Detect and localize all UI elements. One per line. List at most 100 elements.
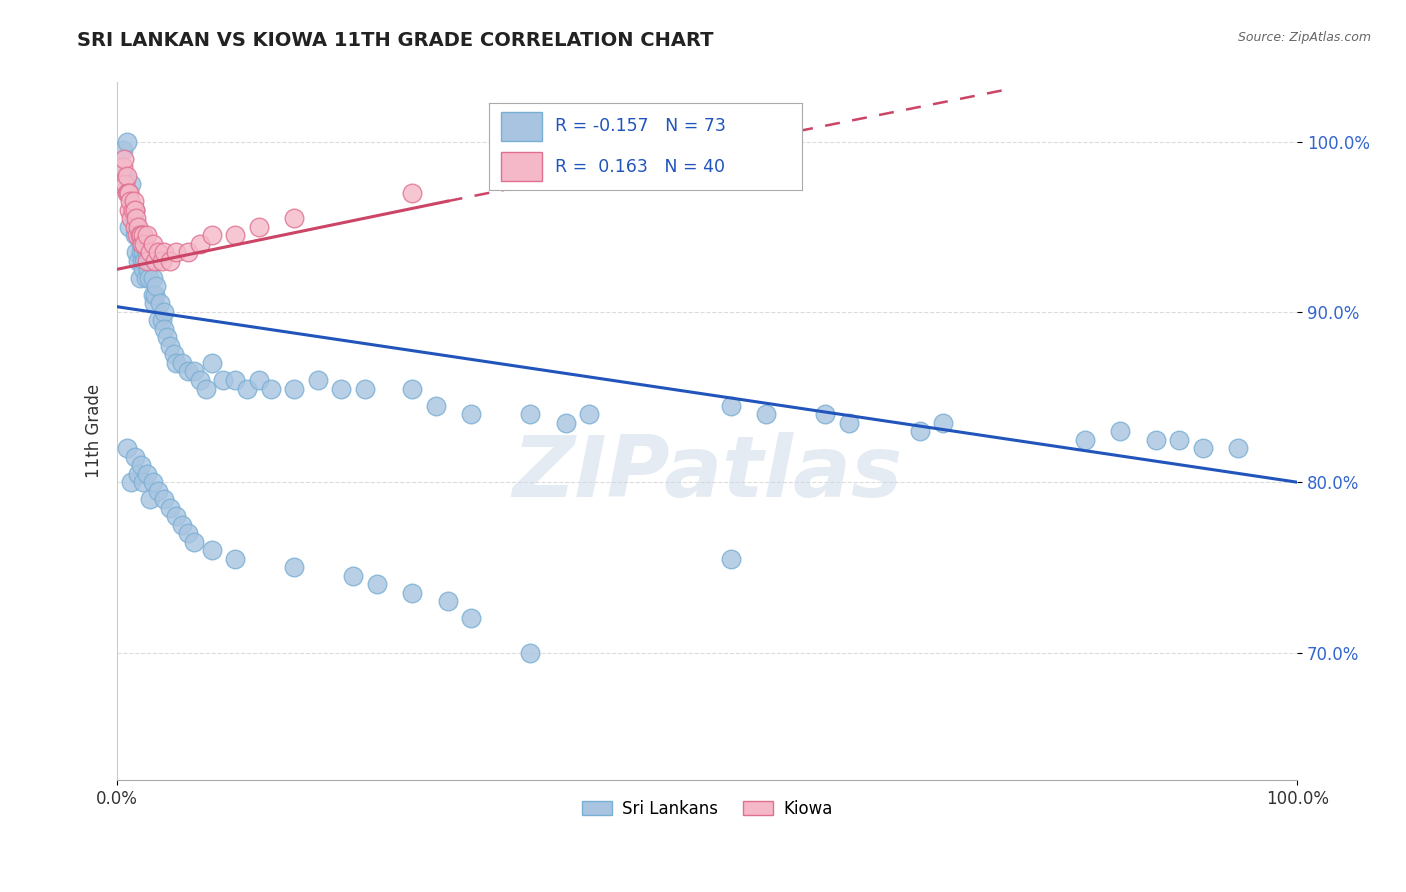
Point <box>212 373 235 387</box>
Sri Lankans <box>200 543 222 558</box>
Point <box>135 245 157 260</box>
Point <box>120 177 142 191</box>
Point <box>1168 433 1191 447</box>
Point <box>932 416 955 430</box>
Sri Lankans <box>135 467 157 481</box>
Point <box>121 202 143 217</box>
Point <box>330 382 353 396</box>
Sri Lankans <box>172 517 194 532</box>
Sri Lankans <box>129 458 152 472</box>
Kiowa <box>148 245 170 260</box>
Point <box>165 356 187 370</box>
Kiowa <box>139 245 162 260</box>
Point <box>194 382 217 396</box>
Point <box>148 313 170 327</box>
Point <box>134 270 156 285</box>
Point <box>177 364 200 378</box>
Kiowa <box>188 236 211 251</box>
Point <box>112 143 135 157</box>
Kiowa <box>118 186 141 200</box>
Kiowa <box>159 253 181 268</box>
Sri Lankans <box>124 450 146 464</box>
Kiowa <box>150 253 173 268</box>
Kiowa <box>127 228 149 243</box>
Point <box>129 245 152 260</box>
Point <box>132 262 155 277</box>
Sri Lankans <box>177 526 200 541</box>
Sri Lankans <box>148 483 170 498</box>
Text: Source: ZipAtlas.com: Source: ZipAtlas.com <box>1237 31 1371 45</box>
Kiowa <box>114 177 136 191</box>
Point <box>163 347 186 361</box>
Point <box>1109 424 1132 438</box>
Point <box>118 186 141 200</box>
Sri Lankans <box>153 492 176 507</box>
Sri Lankans <box>460 611 482 625</box>
Kiowa <box>247 219 270 234</box>
Kiowa <box>122 194 145 208</box>
Point <box>908 424 931 438</box>
Sri Lankans <box>183 534 205 549</box>
Point <box>159 339 181 353</box>
Point <box>578 407 600 421</box>
Point <box>127 228 149 243</box>
Point <box>1074 433 1097 447</box>
Sri Lankans <box>224 552 246 566</box>
Point <box>1144 433 1167 447</box>
Sri Lankans <box>127 467 149 481</box>
Kiowa <box>142 236 165 251</box>
Kiowa <box>124 219 146 234</box>
Point <box>142 288 165 302</box>
Point <box>125 245 148 260</box>
Sri Lankans <box>142 475 165 490</box>
Point <box>124 202 146 217</box>
Point <box>425 399 447 413</box>
Kiowa <box>112 160 135 174</box>
Point <box>755 407 778 421</box>
Point <box>138 270 160 285</box>
Point <box>142 296 165 310</box>
Kiowa <box>401 186 423 200</box>
Point <box>118 219 141 234</box>
Text: SRI LANKAN VS KIOWA 11TH GRADE CORRELATION CHART: SRI LANKAN VS KIOWA 11TH GRADE CORRELATI… <box>77 31 714 50</box>
Point <box>149 296 172 310</box>
Sri Lankans <box>401 586 423 600</box>
Point <box>139 253 162 268</box>
Kiowa <box>177 245 200 260</box>
Y-axis label: 11th Grade: 11th Grade <box>86 384 103 478</box>
Point <box>838 416 860 430</box>
Sri Lankans <box>139 492 162 507</box>
Sri Lankans <box>165 509 187 524</box>
Kiowa <box>200 228 222 243</box>
Kiowa <box>115 169 138 183</box>
Point <box>134 253 156 268</box>
Point <box>131 253 153 268</box>
Kiowa <box>120 194 142 208</box>
Sri Lankans <box>720 552 742 566</box>
Kiowa <box>131 236 153 251</box>
Point <box>354 382 377 396</box>
Point <box>142 270 165 285</box>
Point <box>129 236 152 251</box>
Kiowa <box>117 186 139 200</box>
Point <box>145 279 167 293</box>
Point <box>247 373 270 387</box>
Point <box>460 407 482 421</box>
Point <box>814 407 837 421</box>
Point <box>132 245 155 260</box>
Sri Lankans <box>436 594 458 608</box>
Sri Lankans <box>366 577 388 591</box>
Point <box>188 373 211 387</box>
Point <box>283 382 305 396</box>
Point <box>114 169 136 183</box>
Point <box>401 382 423 396</box>
Point <box>124 228 146 243</box>
Kiowa <box>132 228 155 243</box>
Kiowa <box>135 253 157 268</box>
Sri Lankans <box>519 646 541 660</box>
Sri Lankans <box>120 475 142 490</box>
Kiowa <box>112 152 135 166</box>
Point <box>143 288 166 302</box>
Legend: Sri Lankans, Kiowa: Sri Lankans, Kiowa <box>575 793 839 824</box>
Text: ZIPatlas: ZIPatlas <box>512 432 903 515</box>
